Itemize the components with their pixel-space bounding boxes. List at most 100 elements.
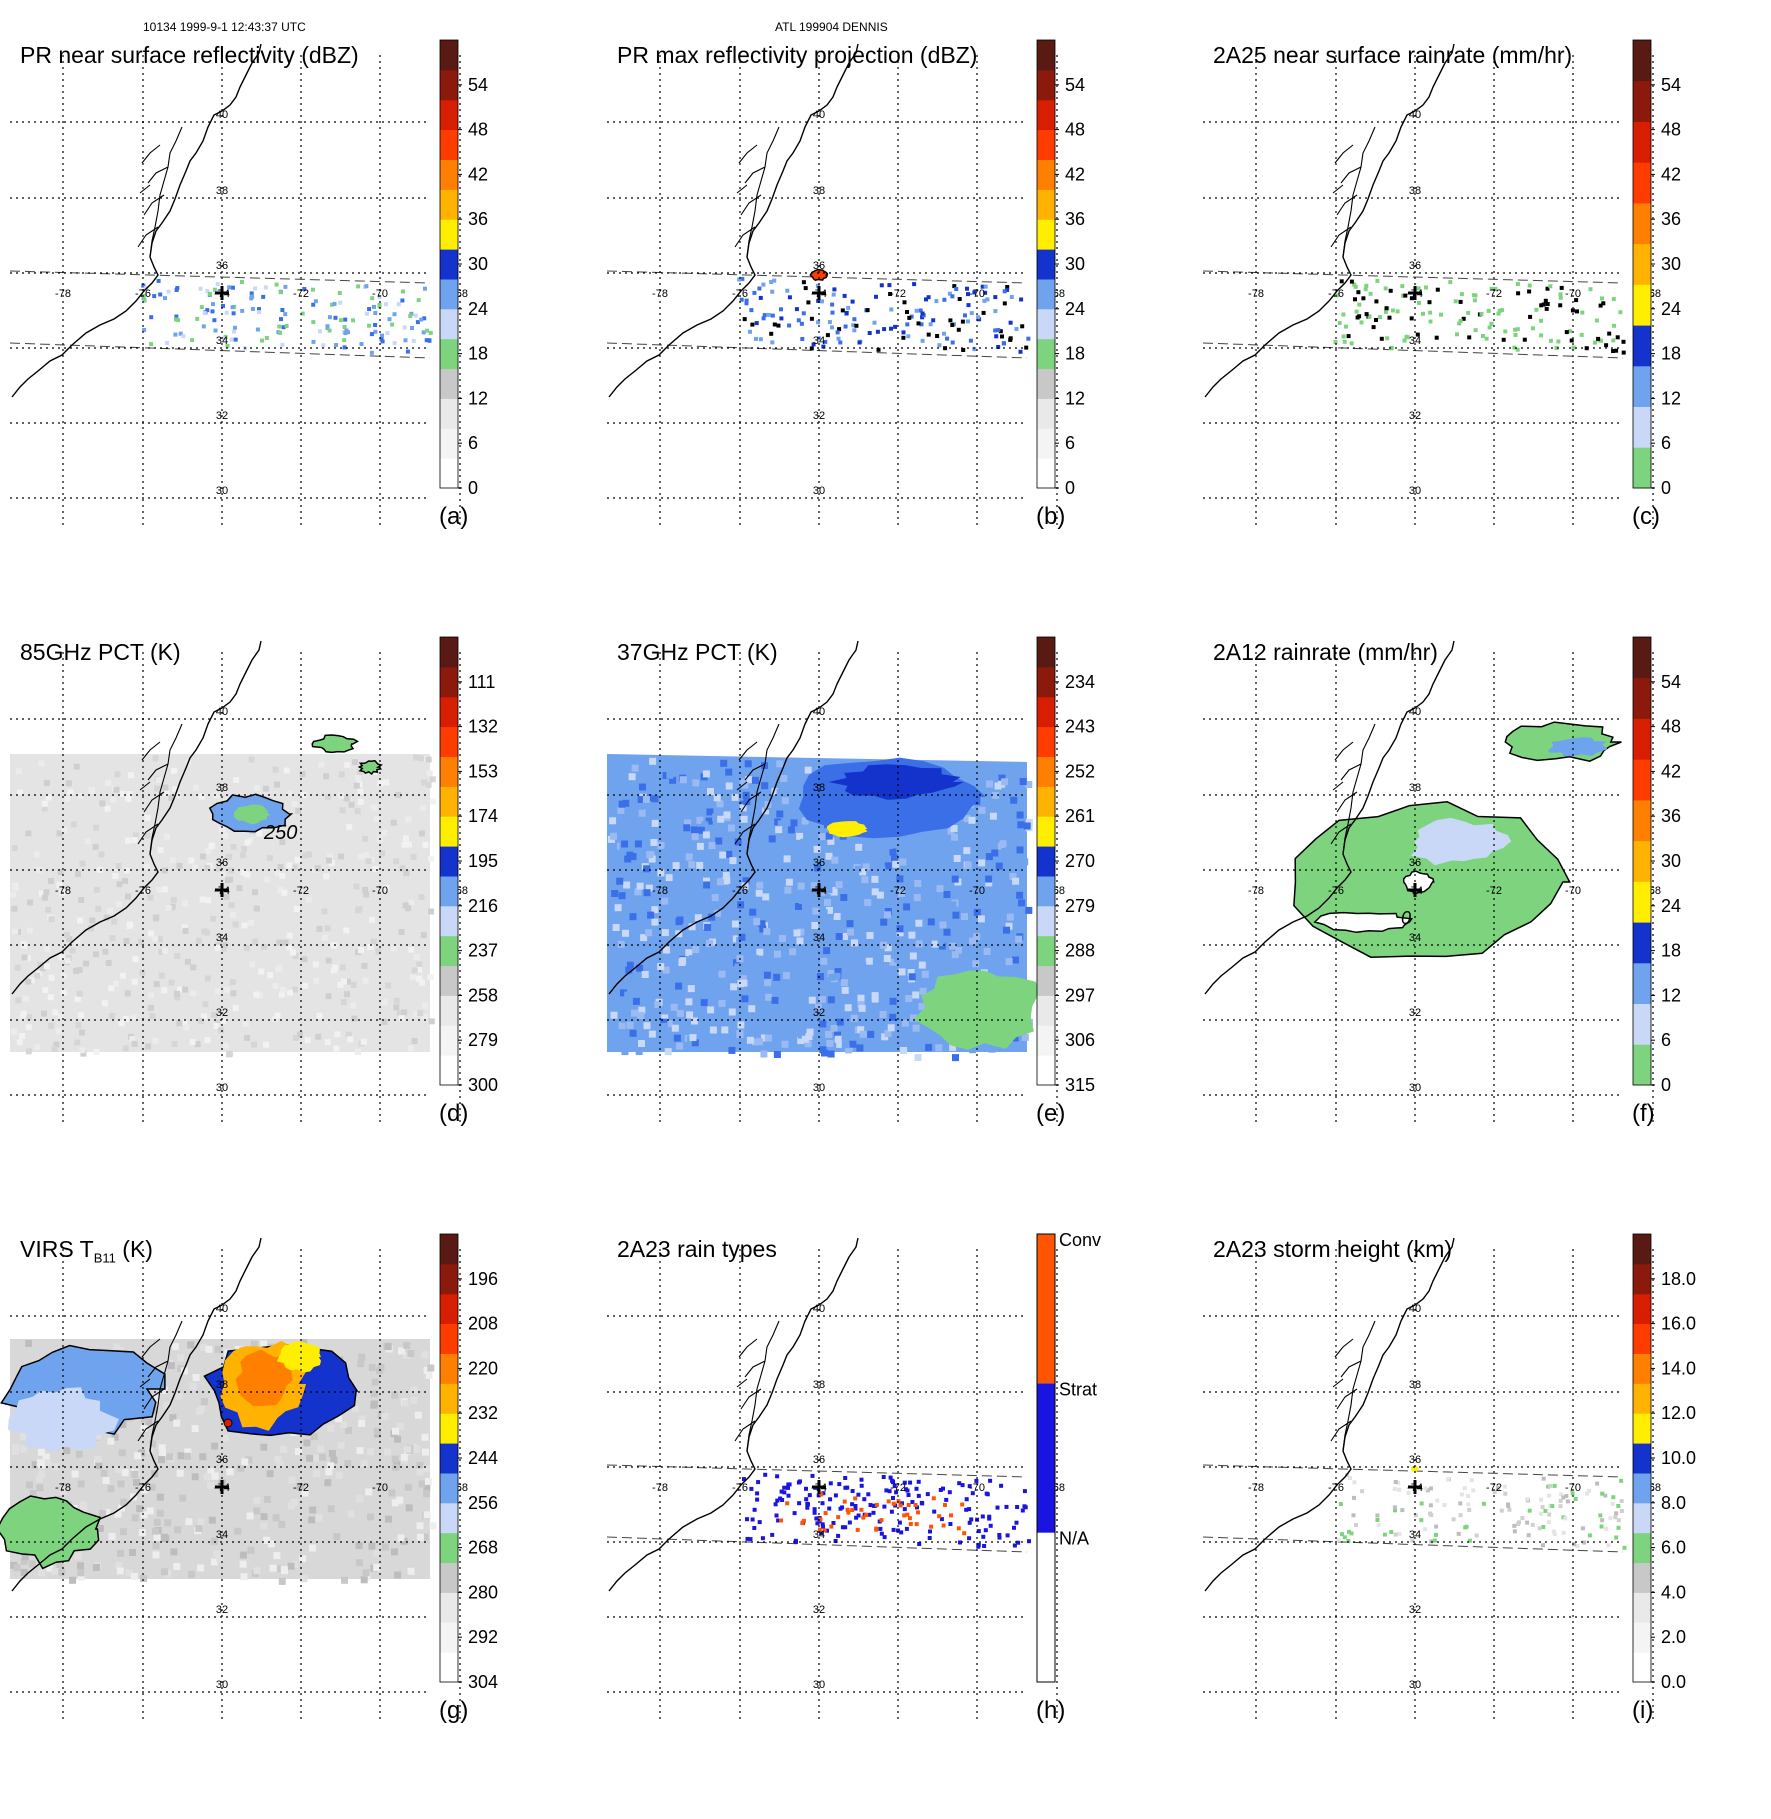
colorbar-tick-label: 12 [1661, 388, 1681, 408]
data-pixel [215, 988, 221, 995]
colorbar-tick-label: 8.0 [1661, 1493, 1686, 1513]
data-pixel [1015, 935, 1023, 943]
data-pixel [253, 1567, 261, 1575]
data-pixel [165, 340, 169, 345]
data-pixel [1507, 1507, 1512, 1512]
data-pixel [675, 918, 683, 926]
data-pixel [44, 945, 50, 952]
data-pixel [69, 947, 76, 954]
lon-label: -78 [652, 288, 668, 300]
data-pixel [379, 850, 385, 857]
colorbar-segment [440, 428, 458, 459]
data-pixel [51, 1567, 59, 1575]
data-pixel [158, 292, 163, 297]
data-pixel [76, 990, 83, 997]
data-pixel [750, 322, 755, 327]
data-pixel [110, 796, 116, 803]
data-pixel [174, 990, 180, 997]
data-pixel [811, 922, 819, 929]
data-pixel [1564, 1494, 1569, 1498]
data-pixel [889, 997, 897, 1005]
data-pixel [865, 957, 873, 965]
data-pixel [914, 879, 922, 887]
data-pixel [1526, 1533, 1531, 1538]
data-pixel [1004, 853, 1012, 861]
data-pixel [811, 963, 819, 971]
data-pixel [972, 290, 977, 295]
data-pixel [833, 972, 841, 980]
data-pixel [13, 1564, 21, 1572]
data-pixel [1585, 1491, 1589, 1496]
data-pixel [963, 847, 971, 855]
colorbar-segment [1633, 1003, 1651, 1045]
data-pixel [744, 298, 749, 303]
colorbar-segment [440, 1472, 458, 1504]
colorbar-tick-label: 243 [1065, 717, 1095, 737]
data-pixel [1346, 1539, 1351, 1543]
data-pixel [152, 1551, 160, 1559]
data-pixel [649, 757, 657, 765]
data-pixel [37, 961, 44, 968]
data-pixel [1393, 1532, 1398, 1537]
colorbar-tick-label: 18 [1065, 344, 1085, 364]
data-pixel [836, 1040, 844, 1048]
data-pixel [278, 290, 283, 295]
data-pixel [789, 948, 797, 956]
colorbar-tick-label: 6 [1065, 433, 1075, 453]
data-pixel [333, 1045, 340, 1052]
data-pixel [92, 951, 99, 958]
data-pixel [785, 288, 790, 293]
colorbar-tick-label: 30 [468, 254, 488, 274]
data-pixel [1573, 1497, 1578, 1501]
data-pixel [882, 1535, 887, 1540]
data-pixel [294, 1448, 302, 1456]
data-pixel [724, 1007, 732, 1015]
data-pixel [638, 1006, 646, 1014]
data-pixel [391, 1499, 399, 1507]
data-pixel [390, 945, 397, 952]
data-pixel [985, 297, 990, 302]
data-pixel [981, 1534, 986, 1539]
colorbar-segment [1037, 666, 1055, 698]
data-pixel [898, 968, 906, 976]
data-pixel [622, 799, 630, 807]
data-pixel [1397, 1531, 1402, 1536]
data-pixel [195, 1524, 203, 1532]
data-pixel [152, 935, 159, 942]
data-pixel [1015, 1505, 1020, 1509]
data-pixel [793, 1538, 798, 1543]
data-pixel [355, 1559, 363, 1567]
data-pixel [365, 1488, 373, 1496]
data-pixel [1593, 340, 1597, 345]
data-pixel [643, 922, 651, 930]
data-pixel [421, 1433, 429, 1441]
colorbar-tick-label: 48 [1065, 120, 1085, 140]
data-pixel [864, 1513, 869, 1518]
data-pixel [38, 1470, 46, 1478]
data-pixel [152, 1395, 160, 1403]
data-pixel [31, 1461, 39, 1469]
data-pixel [748, 329, 752, 334]
data-pixel [763, 928, 771, 936]
data-pixel [12, 1444, 20, 1452]
data-pixel [915, 940, 923, 948]
data-pixel [211, 1472, 219, 1480]
data-pixel [997, 1533, 1002, 1537]
colorbar-tick-label: 6 [1661, 1030, 1671, 1050]
data-pixel [377, 780, 384, 787]
data-pixel [1513, 333, 1518, 337]
data-pixel [287, 1562, 295, 1570]
data-pixel [1497, 308, 1502, 313]
data-pixel [377, 1363, 385, 1371]
data-pixel [648, 855, 656, 863]
data-pixel [38, 890, 45, 897]
data-pixel [779, 316, 784, 321]
data-pixel [914, 308, 919, 313]
data-pixel [210, 309, 215, 314]
data-pixel [1484, 336, 1489, 341]
data-pixel [266, 1470, 274, 1478]
data-pixel [770, 289, 775, 294]
lat-label: 36 [1409, 260, 1421, 272]
data-pixel [345, 1031, 352, 1038]
data-pixel [253, 1497, 261, 1504]
